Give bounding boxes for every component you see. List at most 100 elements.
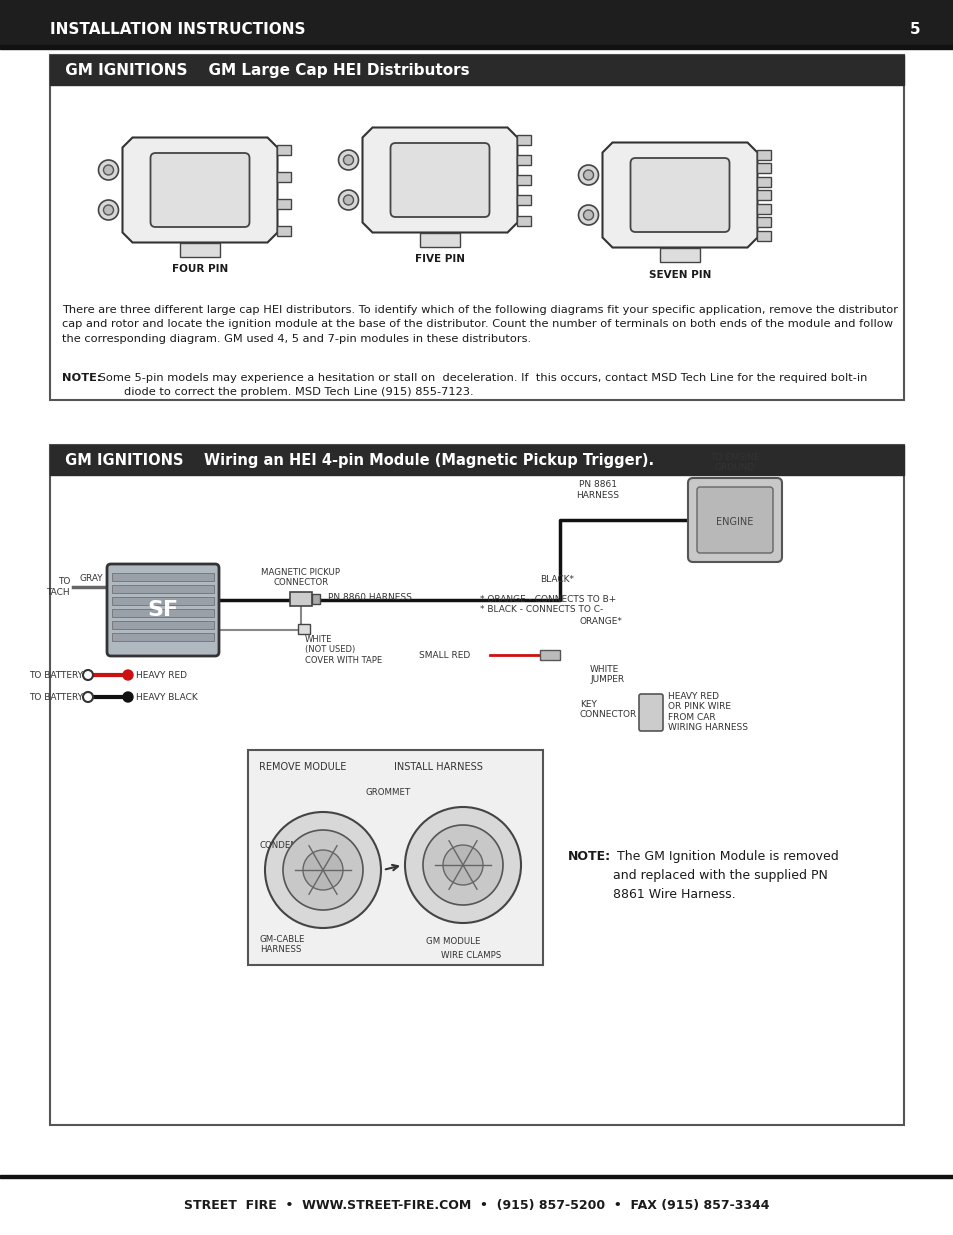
Text: PN 8860 HARNESS: PN 8860 HARNESS [328,593,412,601]
Text: TO ENGINE
GROUND: TO ENGINE GROUND [709,452,759,472]
Circle shape [422,825,502,905]
Bar [757,149,771,159]
Bar [757,177,771,186]
FancyBboxPatch shape [151,153,250,227]
Text: HEAVY BLACK: HEAVY BLACK [136,693,197,701]
Text: ENGINE: ENGINE [716,517,753,527]
Bar [0,1174,953,1178]
Text: The GM Ignition Module is removed
and replaced with the supplied PN
8861 Wire Ha: The GM Ignition Module is removed and re… [613,850,838,902]
FancyBboxPatch shape [390,143,489,217]
Bar [297,624,310,634]
FancyBboxPatch shape [630,158,729,232]
Text: TO
TACH: TO TACH [47,577,70,597]
Bar [112,609,213,618]
FancyBboxPatch shape [107,564,219,656]
Bar [277,199,292,209]
Circle shape [583,210,593,220]
Circle shape [442,845,482,885]
Text: NOTE:: NOTE: [62,373,101,383]
Text: GM IGNITIONS    Wiring an HEI 4-pin Module (Magnetic Pickup Trigger).: GM IGNITIONS Wiring an HEI 4-pin Module … [60,452,654,468]
Circle shape [265,811,380,927]
Circle shape [405,806,520,923]
Circle shape [98,200,118,220]
Text: SMALL RED: SMALL RED [418,651,470,659]
Bar [539,650,559,659]
Bar [50,445,903,475]
Text: ORANGE*: ORANGE* [579,618,622,626]
Text: FIVE PIN: FIVE PIN [415,254,464,264]
Bar [0,44,953,49]
Text: SF: SF [148,600,178,620]
Circle shape [98,161,118,180]
Text: MAGNETIC PICKUP
CONNECTOR: MAGNETIC PICKUP CONNECTOR [261,568,340,587]
Bar [517,195,531,205]
Bar [757,204,771,214]
Bar [277,172,292,182]
Circle shape [343,156,354,165]
Bar [757,231,771,241]
Circle shape [83,671,92,680]
Text: STREET  FIRE  •  WWW.STREET-FIRE.COM  •  (915) 857-5200  •  FAX (915) 857-3344: STREET FIRE • WWW.STREET-FIRE.COM • (915… [184,1198,769,1212]
Text: REMOVE MODULE: REMOVE MODULE [259,762,346,772]
Circle shape [583,170,593,180]
Circle shape [123,671,132,680]
Text: GM MODULE: GM MODULE [425,937,479,946]
Text: FOUR PIN: FOUR PIN [172,264,228,274]
Text: HEAVY RED
OR PINK WIRE
FROM CAR
WIRING HARNESS: HEAVY RED OR PINK WIRE FROM CAR WIRING H… [667,692,747,732]
Text: GM-CABLE
HARNESS: GM-CABLE HARNESS [260,935,305,955]
Bar [312,594,319,604]
Bar [659,247,700,262]
Circle shape [303,850,343,890]
Bar [517,175,531,185]
Text: WIRE CLAMPS: WIRE CLAMPS [440,951,500,960]
Polygon shape [602,142,757,247]
FancyBboxPatch shape [687,478,781,562]
Circle shape [578,165,598,185]
Text: KEY
CONNECTOR: KEY CONNECTOR [579,700,637,720]
Text: GRAY: GRAY [79,574,103,583]
Bar [112,585,213,593]
Bar [112,634,213,641]
Bar [517,135,531,144]
Bar [277,144,292,154]
Text: Some 5-pin models may experience a hesitation or stall on  deceleration. If  thi: Some 5-pin models may experience a hesit… [95,373,866,398]
Circle shape [283,830,363,910]
Text: GM IGNITIONS    GM Large Cap HEI Distributors: GM IGNITIONS GM Large Cap HEI Distributo… [60,63,469,78]
Bar [757,163,771,173]
Bar [419,232,459,247]
Circle shape [123,692,132,701]
Circle shape [83,692,92,701]
Bar [112,621,213,629]
Bar [757,217,771,227]
Text: TO BATTERY: TO BATTERY [29,671,83,679]
Text: INSTALL HARNESS: INSTALL HARNESS [394,762,482,772]
Text: BLACK*: BLACK* [539,576,574,584]
Bar [757,190,771,200]
Text: NOTE:: NOTE: [567,850,611,863]
Bar [50,56,903,85]
Bar [517,154,531,164]
Bar [112,573,213,580]
Bar [517,215,531,226]
Bar [180,242,220,257]
Circle shape [343,195,354,205]
Text: CONDENSER: CONDENSER [260,841,314,850]
Text: WHITE
(NOT USED)
COVER WITH TAPE: WHITE (NOT USED) COVER WITH TAPE [305,635,382,664]
Text: SEVEN PIN: SEVEN PIN [648,269,710,279]
Bar [248,750,542,965]
Text: GROMMET: GROMMET [365,788,410,797]
Circle shape [103,205,113,215]
Bar [290,592,312,606]
Bar [50,56,903,400]
Bar [112,597,213,605]
Text: PN 8861
HARNESS: PN 8861 HARNESS [576,480,618,500]
Bar [277,226,292,236]
Text: HEAVY RED: HEAVY RED [136,671,187,679]
Polygon shape [362,127,517,232]
Text: TO BATTERY: TO BATTERY [29,693,83,701]
Polygon shape [122,137,277,242]
Bar [0,0,953,44]
FancyBboxPatch shape [639,694,662,731]
FancyBboxPatch shape [697,487,772,553]
Bar [50,445,903,1125]
